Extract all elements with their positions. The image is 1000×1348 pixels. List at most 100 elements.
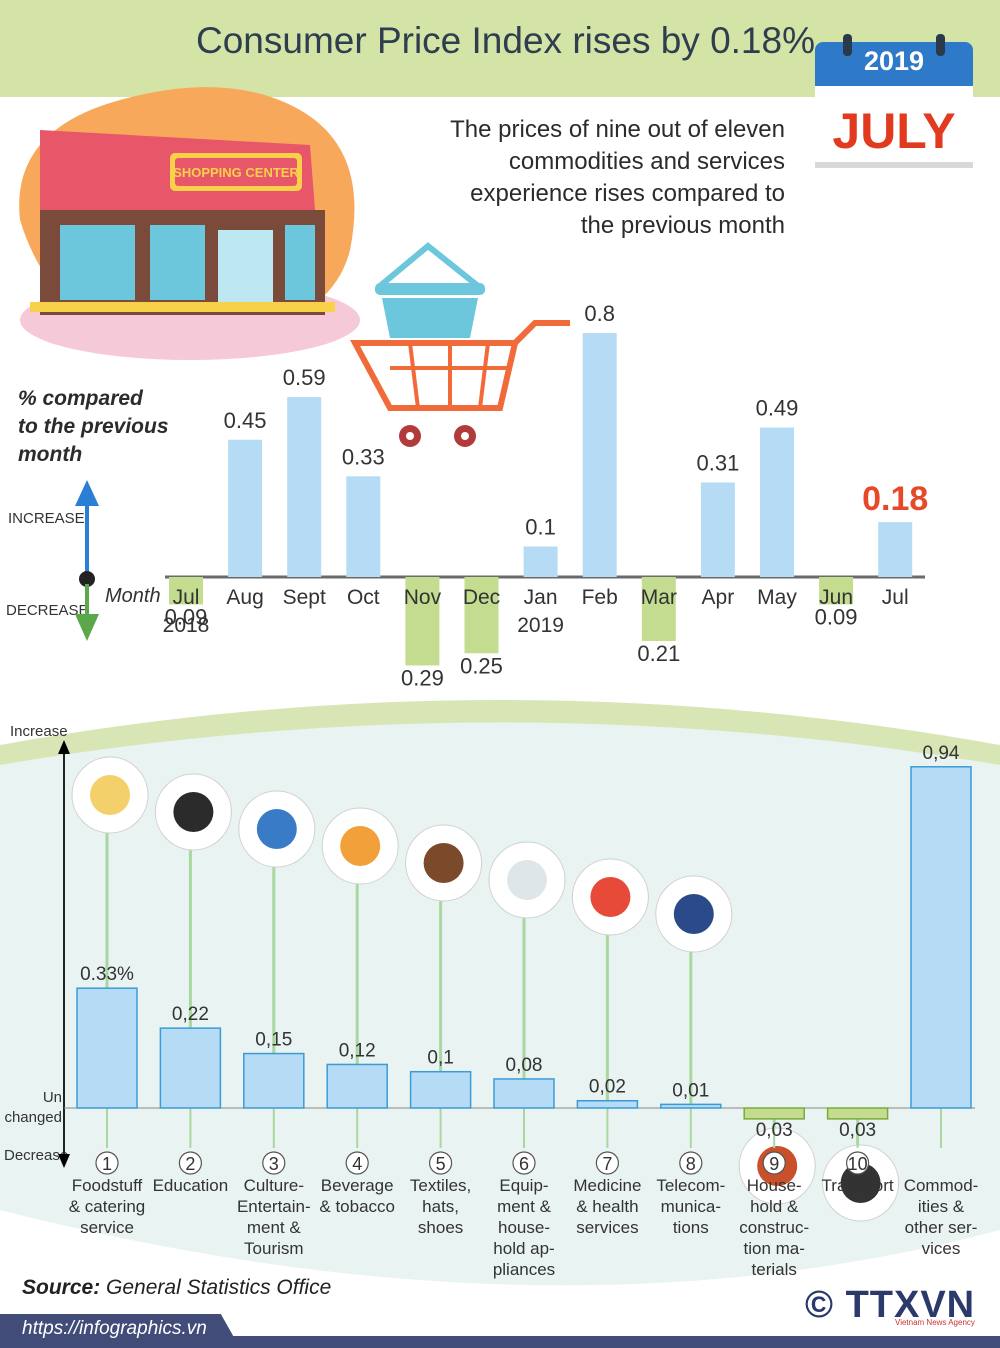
bar bbox=[660, 1103, 722, 1109]
bar bbox=[169, 577, 203, 605]
bar bbox=[700, 482, 735, 577]
data-label: 0.49 bbox=[756, 396, 799, 421]
y-axis-label-line: to the previous bbox=[18, 415, 169, 438]
medicine-pill-icon-glyph bbox=[590, 877, 631, 917]
category-label: & tobacco bbox=[319, 1197, 395, 1216]
category-label: hats, bbox=[422, 1197, 459, 1216]
category-label: pliances bbox=[493, 1260, 555, 1279]
category-label: construc- bbox=[739, 1218, 809, 1237]
copyright-symbol: © bbox=[805, 1284, 834, 1326]
category-label: other ser- bbox=[905, 1218, 978, 1237]
subtitle: The prices of nine out of eleven commodi… bbox=[380, 114, 785, 242]
decrease-label-2: Decrease bbox=[4, 1147, 69, 1164]
commodity-cpi-chart: 0.33% 1 Foodstuff & catering service 0,22 2 Edu… bbox=[58, 740, 978, 1279]
decrease-label: DECREASE bbox=[6, 602, 89, 619]
category-label: tions bbox=[673, 1218, 709, 1237]
category-label: house- bbox=[498, 1218, 550, 1237]
tick-label: Dec bbox=[463, 586, 500, 609]
tick-label: Jul bbox=[173, 586, 200, 609]
category-label: Tourism bbox=[244, 1239, 304, 1258]
category-label: ities & bbox=[918, 1197, 965, 1216]
bar bbox=[287, 397, 322, 577]
category-label: Equip- bbox=[499, 1176, 548, 1195]
bar bbox=[228, 439, 263, 577]
data-label: 0,01 bbox=[672, 1080, 709, 1101]
category-number-badge bbox=[429, 1151, 453, 1175]
category-label: hold ap- bbox=[493, 1239, 554, 1258]
subtitle-line: The prices of nine out of eleven bbox=[450, 116, 785, 143]
graduation-cap-icon-glyph bbox=[173, 792, 214, 832]
tick-label: 2018 bbox=[163, 614, 210, 637]
category-number: 4 bbox=[352, 1154, 362, 1174]
category-label: House- bbox=[747, 1176, 802, 1195]
y-axis-label-line: % compared bbox=[18, 387, 143, 410]
category-number-badge bbox=[95, 1151, 119, 1175]
tick-label: Feb bbox=[582, 586, 618, 609]
bar bbox=[743, 1107, 805, 1120]
data-label: 0.29 bbox=[401, 665, 444, 690]
tick-label: Jun bbox=[819, 586, 853, 609]
traffic-light-icon-glyph bbox=[840, 1163, 881, 1203]
category-number: 8 bbox=[686, 1154, 696, 1174]
category-label: vices bbox=[922, 1239, 961, 1258]
bar bbox=[582, 333, 617, 577]
category-number-badge bbox=[679, 1151, 703, 1175]
bar bbox=[405, 577, 440, 666]
category-label: service bbox=[80, 1218, 134, 1237]
category-number: 6 bbox=[519, 1154, 529, 1174]
calendar-icon: 2019 JULY bbox=[815, 34, 973, 168]
tick-label: Aug bbox=[226, 586, 263, 609]
data-label: 0.33% bbox=[80, 964, 134, 985]
bar bbox=[243, 1052, 305, 1109]
data-label: 0,22 bbox=[172, 1004, 209, 1025]
category-label: Telecom- bbox=[656, 1176, 725, 1195]
category-number-badge bbox=[512, 1151, 536, 1175]
bar bbox=[346, 476, 381, 577]
category-number: 5 bbox=[436, 1154, 446, 1174]
category-label: hold & bbox=[750, 1197, 799, 1216]
ttxvn-logo: © TTXVN Vietnam News Agency bbox=[805, 1284, 975, 1327]
food-plate-icon-glyph bbox=[90, 775, 130, 815]
shopping-center-icon: SHOPPING CENTER bbox=[19, 87, 360, 360]
bar bbox=[409, 1070, 472, 1109]
tick-label: Nov bbox=[404, 586, 442, 609]
increase-label-2: Increase bbox=[10, 723, 68, 740]
shop-sign: SHOPPING CENTER bbox=[173, 165, 299, 180]
website-link[interactable]: https://infographics.vn bbox=[22, 1318, 207, 1339]
category-number: 10 bbox=[848, 1154, 868, 1174]
y-axis-arrow-down bbox=[58, 1154, 70, 1168]
source-label: Source: bbox=[22, 1276, 101, 1299]
category-label: Textiles, bbox=[410, 1176, 471, 1195]
category-label: ment & bbox=[247, 1218, 302, 1237]
category-number-badge bbox=[178, 1151, 202, 1175]
category-number-badge bbox=[845, 1151, 870, 1175]
tick-label: Jan bbox=[524, 586, 558, 609]
increase-decrease-arrow-icon bbox=[75, 480, 99, 641]
category-label: munica- bbox=[661, 1197, 721, 1216]
calendar-month: JULY bbox=[832, 103, 956, 159]
data-label: 0.09 bbox=[165, 604, 208, 629]
category-number-badge bbox=[262, 1151, 286, 1175]
y-axis-arrow-up bbox=[58, 740, 70, 754]
data-label: 0,03 bbox=[756, 1120, 793, 1141]
data-label: 0,1 bbox=[427, 1048, 453, 1069]
bar bbox=[910, 766, 972, 1109]
tick-label: Sept bbox=[283, 586, 326, 609]
data-label: 0.33 bbox=[342, 444, 385, 469]
data-label: 0.25 bbox=[460, 653, 503, 678]
category-label: & health bbox=[576, 1197, 638, 1216]
subtitle-line: commodities and services bbox=[508, 148, 785, 175]
category-label: services bbox=[576, 1218, 638, 1237]
logo-subtext: Vietnam News Agency bbox=[895, 1318, 975, 1327]
page-title: Consumer Price Index rises by 0.18% bbox=[196, 20, 815, 61]
tick-label: Jul bbox=[882, 586, 909, 609]
bar bbox=[326, 1063, 388, 1109]
data-label: 0.31 bbox=[696, 450, 739, 475]
category-label: Foodstuff bbox=[72, 1176, 143, 1195]
subtitle-line: experience rises compared to bbox=[470, 180, 785, 207]
category-label: Beverage bbox=[321, 1176, 394, 1195]
data-label: 0.8 bbox=[584, 301, 615, 326]
category-label: Medicine bbox=[573, 1176, 641, 1195]
category-number-badge bbox=[345, 1151, 369, 1175]
source: Source: General Statistics Office bbox=[22, 1276, 331, 1300]
